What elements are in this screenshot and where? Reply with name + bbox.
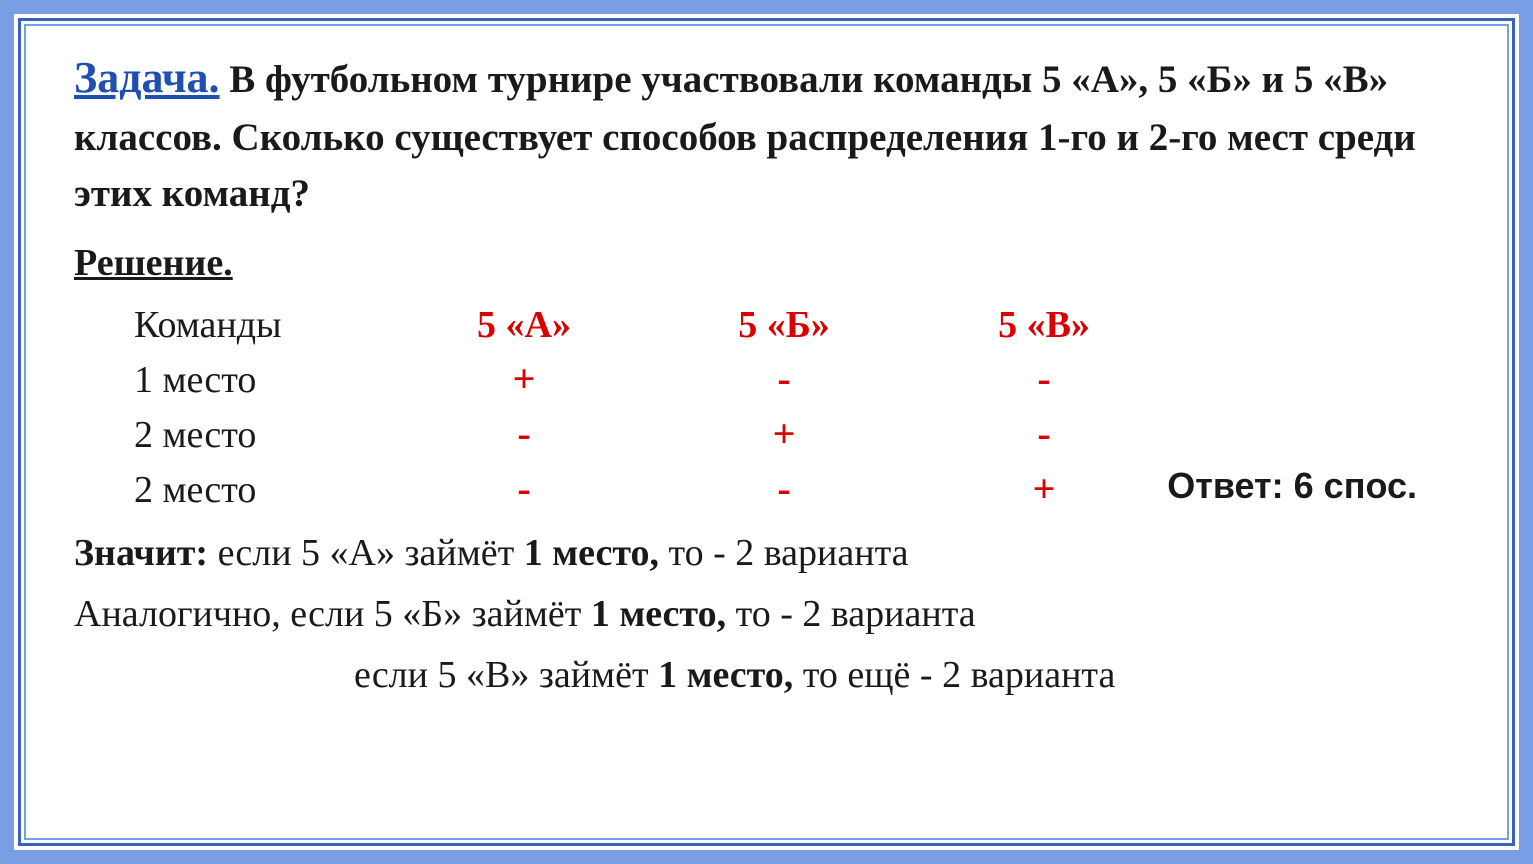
expl-text: Аналогично, если 5 «Б» займёт <box>74 593 591 635</box>
table-header-label: Команды <box>134 303 394 347</box>
solution-table: Команды 5 «А» 5 «Б» 5 «В» 1 место + - - … <box>134 303 1467 512</box>
expl-text: если 5 «В» займёт <box>354 654 658 696</box>
frame-outer: Задача. В футбольном турнире участвовали… <box>0 0 1533 864</box>
expl-text: если 5 «А» займёт <box>208 532 524 574</box>
row-label: 2 место <box>134 413 394 457</box>
team-col-0: 5 «А» <box>394 303 654 347</box>
expl-bold: 1 место, <box>591 593 726 635</box>
team-col-2: 5 «В» <box>914 303 1174 347</box>
explanation-block: Значит: если 5 «А» займёт 1 место, то - … <box>74 526 1467 703</box>
expl-bold: 1 место, <box>658 654 793 696</box>
expl-text: то - 2 варианта <box>659 532 909 574</box>
row-label: 2 место <box>134 468 394 512</box>
mark-cell: + <box>394 355 654 402</box>
mark-cell: - <box>394 410 654 457</box>
expl-bold: Значит: <box>74 532 208 574</box>
mark-cell: + <box>914 465 1174 512</box>
explanation-line-3: если 5 «В» займёт 1 место, то ещё - 2 ва… <box>74 648 1467 703</box>
mark-cell: - <box>394 465 654 512</box>
table-row: 1 место + - - <box>134 355 1467 402</box>
answer-text: Ответ: 6 спос. <box>1167 465 1417 507</box>
team-col-1: 5 «Б» <box>654 303 914 347</box>
problem-text: В футбольном турнире участвовали команды… <box>74 58 1416 215</box>
problem-title: Задача. <box>74 53 220 102</box>
mark-cell: - <box>654 355 914 402</box>
explanation-line-2: Аналогично, если 5 «Б» займёт 1 место, т… <box>74 587 1467 642</box>
expl-text: то ещё - 2 варианта <box>793 654 1115 696</box>
mark-cell: - <box>654 465 914 512</box>
frame-mid: Задача. В футбольном турнире участвовали… <box>18 18 1515 846</box>
expl-indent: если 5 «В» займёт 1 место, то ещё - 2 ва… <box>354 648 1115 703</box>
problem-block: Задача. В футбольном турнире участвовали… <box>74 46 1467 223</box>
mark-cell: - <box>914 355 1174 402</box>
frame-inner: Задача. В футбольном турнире участвовали… <box>24 24 1509 840</box>
explanation-line-1: Значит: если 5 «А» займёт 1 место, то - … <box>74 526 1467 581</box>
expl-bold: 1 место, <box>524 532 659 574</box>
table-row: 2 место - - + Ответ: 6 спос. <box>134 465 1467 512</box>
row-label: 1 место <box>134 358 394 402</box>
table-header-row: Команды 5 «А» 5 «Б» 5 «В» <box>134 303 1467 347</box>
solution-title: Решение. <box>74 241 1467 285</box>
table-row: 2 место - + - <box>134 410 1467 457</box>
expl-text: то - 2 варианта <box>726 593 976 635</box>
mark-cell: + <box>654 410 914 457</box>
mark-cell: - <box>914 410 1174 457</box>
